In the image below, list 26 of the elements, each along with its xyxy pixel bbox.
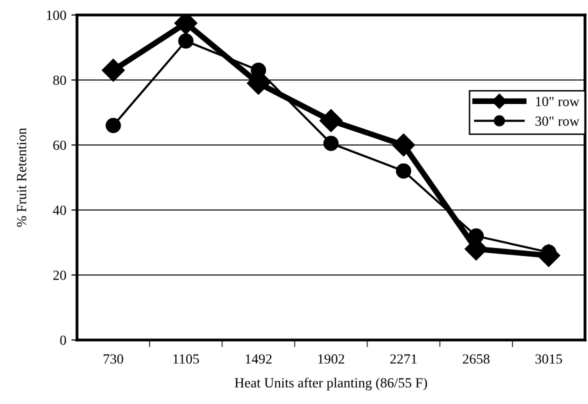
y-tick-label: 40	[52, 206, 66, 215]
y-tick-label: 0	[60, 336, 66, 345]
y-tick-label: 80	[53, 76, 66, 85]
y-tick-label: 100	[46, 10, 66, 20]
x-tick-label: 2658	[462, 354, 490, 364]
x-tick-label: 730	[104, 354, 124, 364]
point	[250, 62, 266, 78]
x-axis-title: Heat Units after planting (86/55 F)	[234, 378, 428, 390]
legend-label: 30" row	[535, 116, 580, 126]
x-tick-label: 1105	[173, 354, 199, 364]
point	[178, 33, 194, 49]
y-tick-label: 60	[53, 140, 66, 150]
point	[106, 118, 121, 134]
point	[320, 109, 342, 132]
y-axis-title: % Fruit Retention	[16, 128, 26, 227]
point	[468, 228, 484, 244]
point	[392, 134, 416, 156]
point	[102, 58, 125, 82]
x-tick-label: 1492	[246, 354, 272, 364]
legend-label: 10" row	[536, 96, 580, 106]
y-tick-label: 20	[53, 270, 66, 280]
x-tick-label: 2271	[390, 354, 417, 364]
point	[396, 163, 412, 179]
x-tick-label: 1902	[318, 354, 344, 364]
x-tick-label: 3015	[535, 354, 562, 364]
point	[323, 136, 339, 152]
